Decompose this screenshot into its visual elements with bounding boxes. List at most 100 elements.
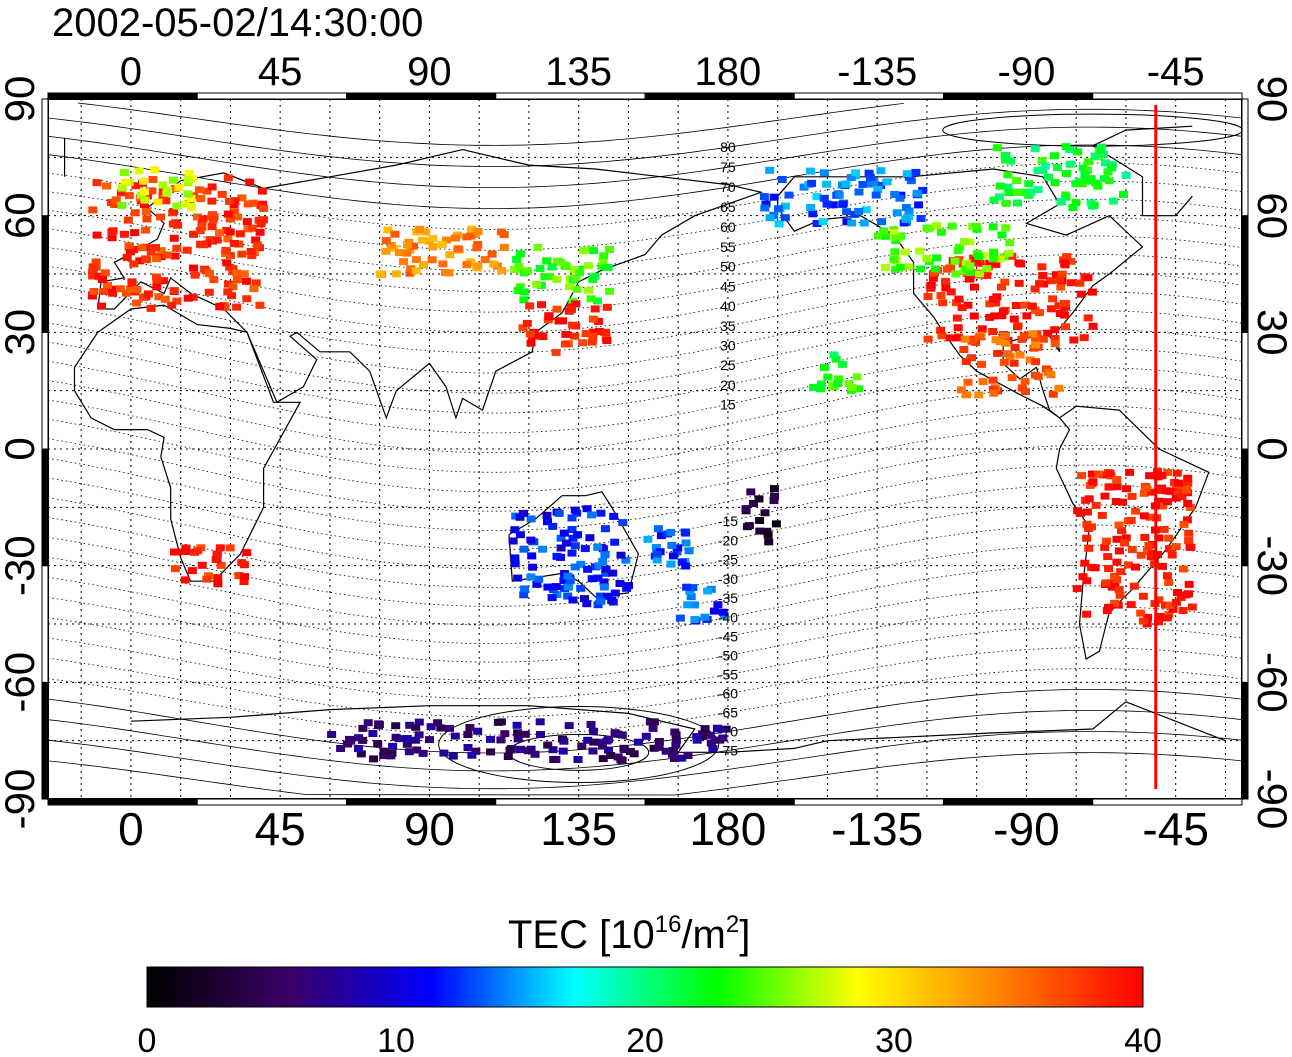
tec-point	[135, 257, 145, 265]
tec-point	[960, 238, 970, 246]
tec-point	[438, 260, 448, 268]
tec-point	[570, 542, 580, 550]
geomag-label: 35	[720, 318, 736, 334]
tec-point	[918, 186, 928, 194]
tec-point	[414, 718, 424, 726]
tec-point	[1114, 521, 1124, 529]
tec-point	[1101, 579, 1111, 587]
tec-point	[1185, 503, 1195, 511]
tec-point	[844, 380, 854, 388]
tec-point	[970, 283, 979, 291]
bottom-longitude-axis: 0 45 90 135 180 -135 -90 -45	[118, 803, 1209, 855]
tec-point	[100, 269, 110, 277]
tec-point	[489, 260, 499, 268]
tec-point	[762, 527, 772, 535]
tec-point	[532, 280, 542, 288]
tec-point	[879, 227, 889, 235]
geomag-contour	[47, 445, 1243, 531]
geomag-contour	[47, 329, 1243, 414]
tec-point	[1001, 199, 1011, 207]
tec-point	[1184, 537, 1194, 545]
top-lon-tick-label: 45	[258, 50, 303, 94]
tec-point	[208, 211, 218, 219]
tec-point	[583, 262, 593, 270]
geomag-label: 25	[720, 357, 736, 373]
top-lon-tick-label: -135	[837, 50, 917, 94]
tec-point	[229, 201, 239, 208]
tec-point	[871, 191, 881, 199]
geomag-label: -70	[718, 724, 738, 740]
tec-point	[543, 741, 553, 749]
tec-point	[799, 183, 809, 191]
tec-point	[599, 252, 609, 260]
tec-point	[563, 592, 573, 600]
tec-point	[1024, 180, 1034, 188]
tec-point	[499, 231, 509, 239]
tec-point	[587, 511, 597, 519]
tec-point	[391, 733, 401, 741]
tec-point	[205, 270, 214, 278]
tec-point	[373, 740, 383, 748]
tec-point	[126, 285, 135, 293]
geomag-label: 40	[720, 298, 736, 314]
tec-point	[805, 167, 815, 175]
geomag-contour	[47, 272, 1243, 354]
tec-point	[1108, 197, 1118, 205]
tec-point	[92, 179, 102, 187]
tec-point	[572, 285, 582, 293]
tec-point	[1037, 157, 1047, 165]
tec-point	[153, 198, 163, 206]
right-frame-segment	[1241, 681, 1249, 800]
bottom-frame-segment	[1092, 798, 1243, 806]
tec-point	[217, 190, 227, 198]
tec-point	[89, 288, 99, 295]
tec-point	[854, 385, 863, 393]
geomag-label: -65	[718, 705, 738, 721]
tec-point	[381, 237, 391, 245]
tec-point	[194, 186, 204, 194]
tec-point	[596, 597, 606, 605]
tec-point	[890, 248, 900, 256]
tec-point	[1178, 607, 1188, 614]
tec-point	[544, 313, 554, 321]
tec-point	[1021, 388, 1030, 396]
tec-point	[677, 754, 687, 762]
tec-point	[402, 249, 412, 257]
tec-point	[107, 285, 117, 293]
tec-point	[841, 180, 851, 188]
tec-point	[633, 738, 643, 746]
tec-point	[1089, 201, 1099, 209]
tec-point	[760, 509, 770, 517]
geomag-contour	[47, 484, 1243, 569]
tec-point	[212, 236, 222, 244]
tec-point	[982, 265, 992, 273]
tec-point	[411, 736, 421, 744]
tec-point	[1091, 179, 1101, 187]
tec-point	[1138, 592, 1148, 600]
tec-point	[442, 236, 451, 244]
tec-point	[1110, 579, 1120, 587]
tec-point	[882, 178, 892, 186]
tec-point	[989, 248, 999, 256]
tec-point	[593, 543, 603, 551]
top-frame-segment	[1092, 92, 1243, 100]
tec-point	[603, 736, 613, 744]
tec-point	[1014, 259, 1024, 267]
tec-point	[510, 526, 520, 534]
tec-point	[247, 252, 257, 260]
tec-point	[1013, 199, 1022, 207]
tec-point	[223, 288, 233, 296]
tec-point	[527, 552, 537, 560]
tec-point	[428, 243, 438, 251]
tec-point	[1050, 152, 1059, 160]
tec-point	[1030, 145, 1040, 153]
tec-point	[1084, 544, 1094, 552]
tec-point	[1154, 596, 1164, 604]
tec-point	[548, 522, 558, 530]
tec-point	[698, 733, 707, 740]
geomag-contour	[77, 102, 904, 146]
tec-point	[1046, 305, 1056, 313]
tec-point	[608, 569, 618, 577]
tec-point	[486, 735, 495, 743]
tec-point	[242, 549, 252, 557]
